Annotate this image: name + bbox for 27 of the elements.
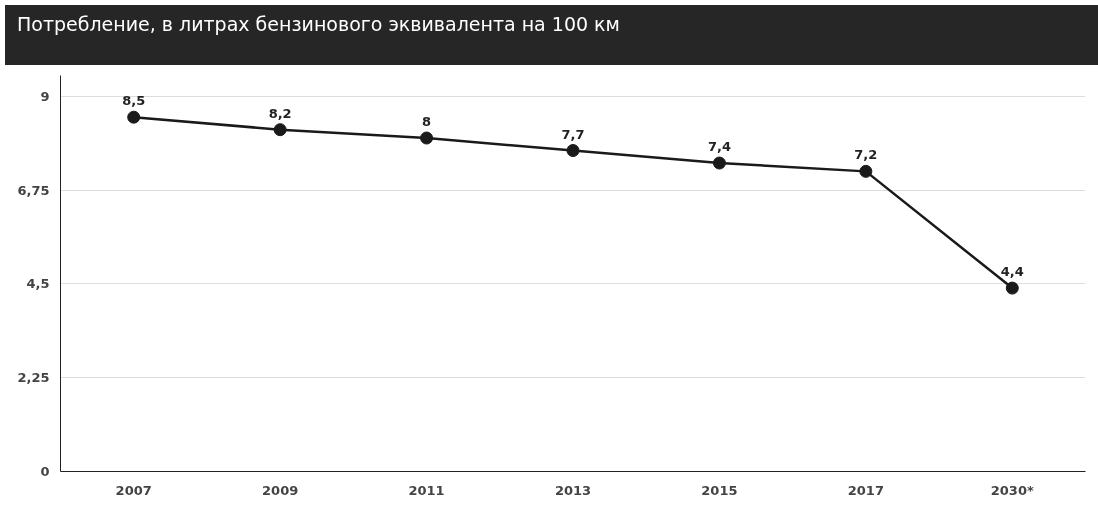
x-tick-label: 2009: [262, 482, 299, 498]
point: [566, 144, 580, 158]
point: [420, 131, 434, 145]
data-label: 7,7: [561, 126, 585, 142]
point: [712, 156, 726, 170]
x-tick-label: 2030*: [990, 482, 1034, 498]
y-tick-label: 0: [40, 464, 50, 479]
y-tick-label: 6,75: [17, 182, 50, 198]
data-label: 7,4: [707, 139, 731, 155]
data-label: 4,4: [1000, 264, 1024, 280]
x-tick-label: 2015: [701, 482, 738, 498]
x-tick-label: 2013: [554, 482, 592, 498]
data-label: 8,2: [268, 105, 292, 121]
point: [1005, 281, 1019, 295]
point: [127, 110, 141, 124]
y-tick-label: 4,5: [26, 276, 50, 292]
y-tick-label: 9: [40, 88, 50, 104]
point: [273, 123, 287, 137]
chart-title: Потребление, в литрах бензинового эквивалента на 100 км: [17, 12, 620, 37]
data-label: 7,2: [854, 147, 878, 163]
x-tick-label: 2011: [408, 482, 445, 498]
y-tick-label: 2,25: [17, 370, 50, 386]
x-tick-label: 2017: [847, 482, 884, 498]
point: [859, 164, 873, 178]
data-label: 8: [422, 114, 432, 130]
data-label: 8,5: [122, 93, 146, 109]
x-tick-label: 2007: [115, 482, 152, 498]
